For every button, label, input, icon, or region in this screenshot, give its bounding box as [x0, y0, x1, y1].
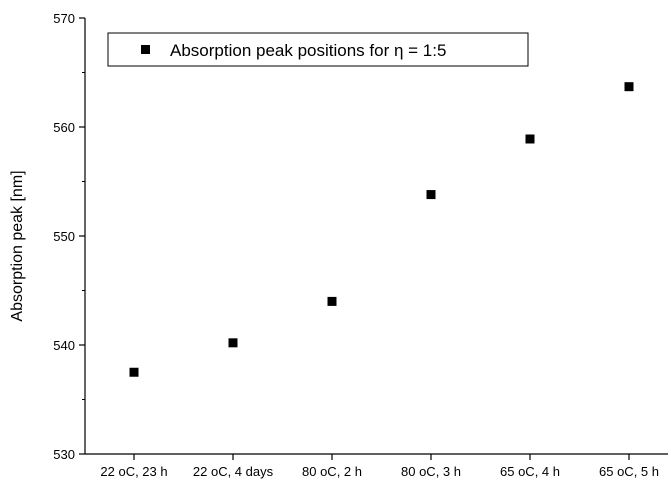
legend-box — [107, 32, 529, 67]
axes — [84, 18, 668, 455]
y-tick-label: 560 — [53, 120, 75, 135]
data-points — [129, 82, 634, 377]
y-axis-label: Absorption peak [nm] — [9, 170, 26, 321]
x-tick-label: 65 oC, 5 h — [599, 464, 659, 479]
data-point — [129, 367, 139, 377]
data-point — [228, 338, 238, 348]
ticks: 530 540 550 560 570 22 oC, 23 h 22 oC, 4 days 8… — [53, 11, 659, 479]
x-tick-label: 22 oC, 23 h — [100, 464, 167, 479]
data-point — [426, 190, 436, 200]
x-tick-label: 22 oC, 4 days — [193, 464, 274, 479]
y-tick-label: 550 — [53, 229, 75, 244]
y-tick-label: 530 — [53, 447, 75, 462]
x-tick-label: 65 oC, 4 h — [500, 464, 560, 479]
data-point — [525, 134, 535, 144]
x-tick-label: 80 oC, 2 h — [302, 464, 362, 479]
data-point — [624, 82, 634, 92]
y-tick-label: 570 — [53, 11, 75, 26]
legend: Absorption peak positions for η = 1:5 — [107, 32, 529, 67]
x-tick-label: 80 oC, 3 h — [401, 464, 461, 479]
legend-label: Absorption peak positions for η = 1:5 — [170, 41, 446, 60]
legend-marker — [141, 45, 150, 54]
data-point — [327, 296, 337, 306]
y-tick-label: 540 — [53, 338, 75, 353]
